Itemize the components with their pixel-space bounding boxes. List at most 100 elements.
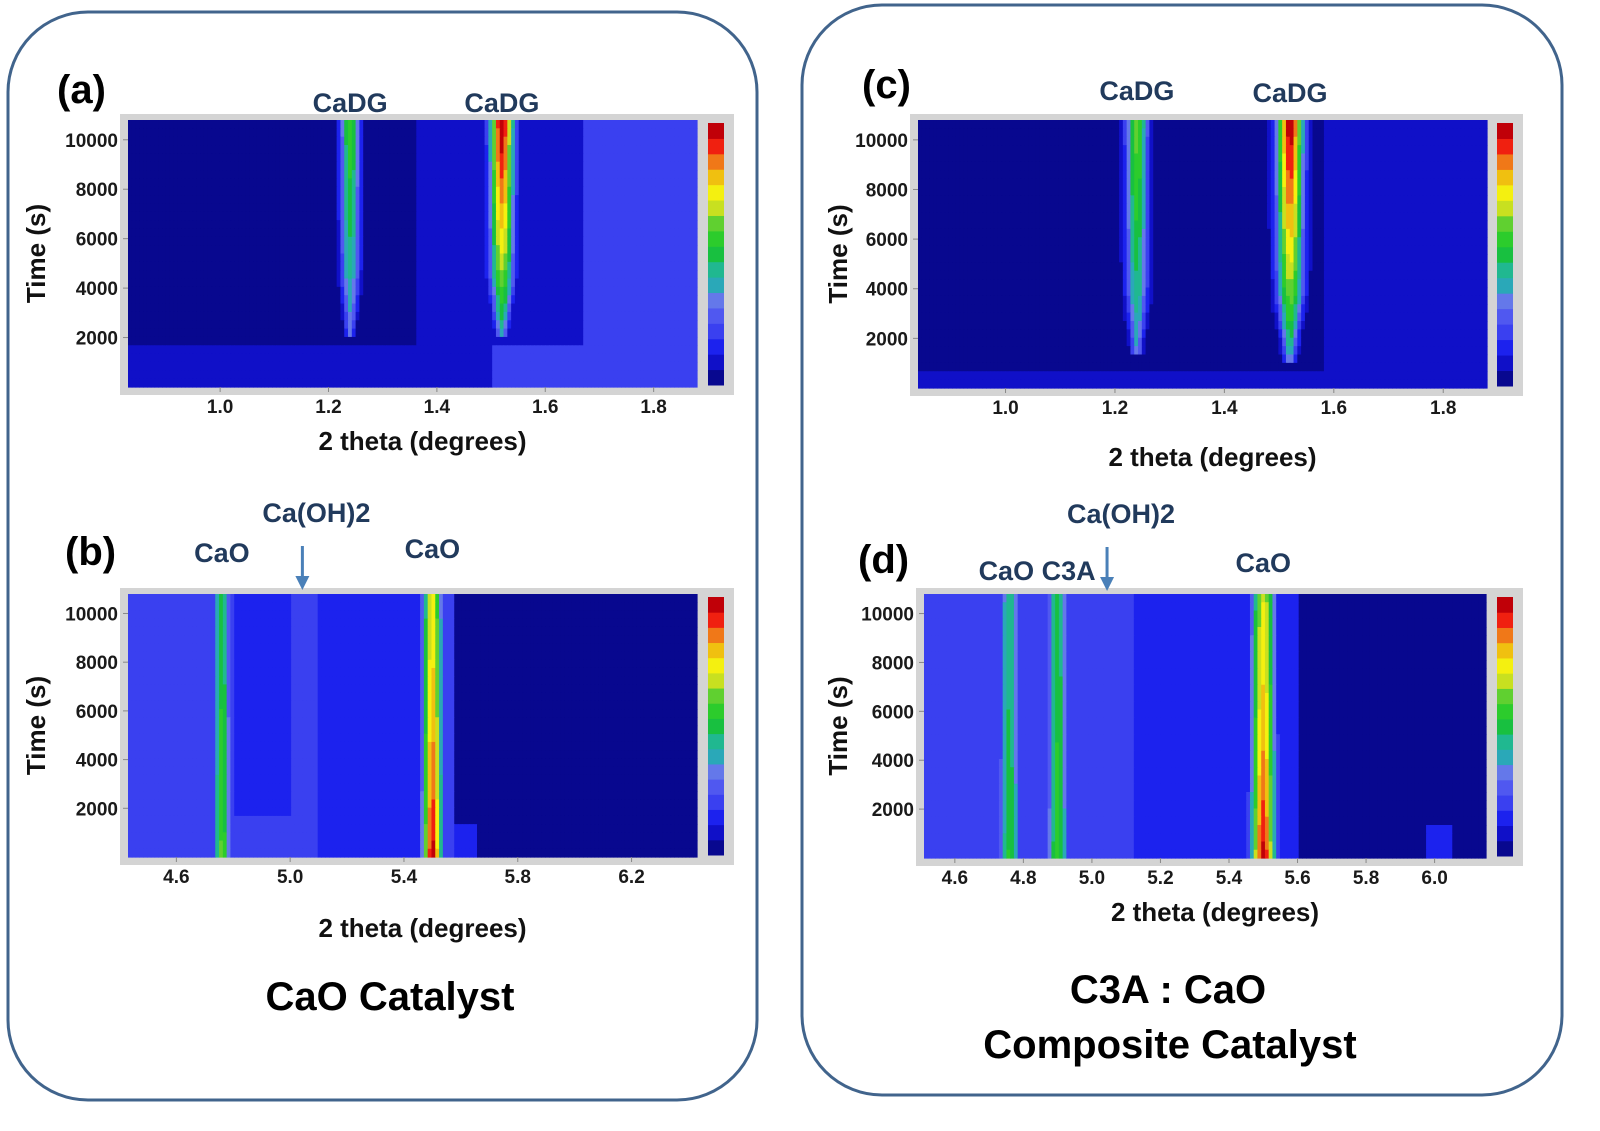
heatmap-cell: [526, 120, 530, 129]
heatmap-cell: [587, 295, 591, 304]
heatmap-cell: [602, 304, 606, 313]
heatmap-cell: [344, 195, 348, 204]
heatmap-cell: [367, 279, 371, 288]
heatmap-cell: [162, 370, 166, 379]
heatmap-cell: [397, 262, 401, 271]
heatmap-cell: [431, 354, 435, 363]
heatmap-cell: [196, 153, 200, 162]
heatmap-cell: [435, 379, 439, 388]
heatmap-cell: [633, 228, 637, 237]
heatmap-cell: [439, 287, 443, 296]
heatmap-cell: [534, 212, 538, 221]
heatmap-cell: [663, 212, 667, 221]
heatmap-cell: [488, 170, 492, 179]
heatmap-cell: [450, 312, 454, 321]
heatmap-cell: [223, 153, 227, 162]
heatmap-cell: [386, 212, 390, 221]
heatmap-cell: [276, 187, 280, 196]
heatmap-cell: [606, 212, 610, 221]
heatmap-cell: [682, 245, 686, 254]
heatmap-cell: [469, 379, 473, 388]
heatmap-cell: [394, 254, 398, 263]
x-tick-label: 1.2: [315, 397, 341, 418]
heatmap-cell: [587, 287, 591, 296]
heatmap-cell: [401, 245, 405, 254]
heatmap-cell: [496, 337, 500, 346]
heatmap-cell: [644, 287, 648, 296]
heatmap-cell: [371, 212, 375, 221]
heatmap-cell: [614, 128, 618, 137]
heatmap-cell: [587, 203, 591, 212]
heatmap-cell: [268, 337, 272, 346]
heatmap-cell: [667, 270, 671, 279]
heatmap-cell: [371, 195, 375, 204]
heatmap-cell: [230, 137, 234, 146]
heatmap-cell: [617, 203, 621, 212]
heatmap-cell: [610, 362, 614, 371]
heatmap-cell: [378, 594, 382, 603]
heatmap-cell: [230, 195, 234, 204]
heatmap-cell: [640, 362, 644, 371]
heatmap-cell: [337, 379, 341, 388]
heatmap-cell: [208, 370, 212, 379]
heatmap-cell: [591, 295, 595, 304]
heatmap-cell: [397, 594, 401, 603]
heatmap-cell: [200, 245, 204, 254]
heatmap-cell: [435, 270, 439, 279]
heatmap-cell: [215, 228, 219, 237]
heatmap-cell: [621, 337, 625, 346]
heatmap-cell: [162, 203, 166, 212]
heatmap-cell: [166, 370, 170, 379]
heatmap-cell: [682, 270, 686, 279]
heatmap-cell: [515, 345, 519, 354]
heatmap-cell: [306, 304, 310, 313]
heatmap-cell: [356, 262, 360, 271]
heatmap-cell: [663, 362, 667, 371]
heatmap-cell: [215, 220, 219, 229]
heatmap-cell: [625, 203, 629, 212]
heatmap-cell: [678, 279, 682, 288]
heatmap-cell: [382, 220, 386, 229]
heatmap-cell: [265, 320, 269, 329]
heatmap-cell: [215, 195, 219, 204]
heatmap-cell: [431, 379, 435, 388]
heatmap-cell: [177, 237, 181, 246]
heatmap-cell: [454, 270, 458, 279]
heatmap-cell: [515, 220, 519, 229]
heatmap-cell: [291, 329, 295, 338]
heatmap-cell: [318, 212, 322, 221]
heatmap-cell: [629, 220, 633, 229]
heatmap-cell: [454, 295, 458, 304]
heatmap-cell: [610, 279, 614, 288]
heatmap-cell: [378, 195, 382, 204]
heatmap-cell: [287, 145, 291, 154]
heatmap-cell: [189, 212, 193, 221]
heatmap-cell: [629, 162, 633, 171]
heatmap-cell: [302, 345, 306, 354]
heatmap-cell: [208, 128, 212, 137]
heatmap-cell: [606, 145, 610, 154]
heatmap-cell: [284, 320, 288, 329]
heatmap-cell: [636, 304, 640, 313]
heatmap-cell: [211, 170, 215, 179]
heatmap-cell: [208, 203, 212, 212]
heatmap-cell: [678, 594, 682, 603]
heatmap-cell: [648, 220, 652, 229]
heatmap-cell: [170, 354, 174, 363]
heatmap-cell: [249, 287, 253, 296]
heatmap-cell: [181, 279, 185, 288]
heatmap-cell: [128, 203, 132, 212]
heatmap-cell: [504, 228, 508, 237]
heatmap-cell: [466, 287, 470, 296]
heatmap-cell: [435, 287, 439, 296]
heatmap-cell: [413, 120, 417, 129]
heatmap-cell: [299, 145, 303, 154]
heatmap-cell: [132, 345, 136, 354]
heatmap-cell: [621, 203, 625, 212]
heatmap-cell: [689, 203, 693, 212]
heatmap-cell: [371, 203, 375, 212]
heatmap-cell: [155, 178, 159, 187]
heatmap-cell: [530, 362, 534, 371]
heatmap-cell: [257, 220, 261, 229]
heatmap-cell: [633, 370, 637, 379]
